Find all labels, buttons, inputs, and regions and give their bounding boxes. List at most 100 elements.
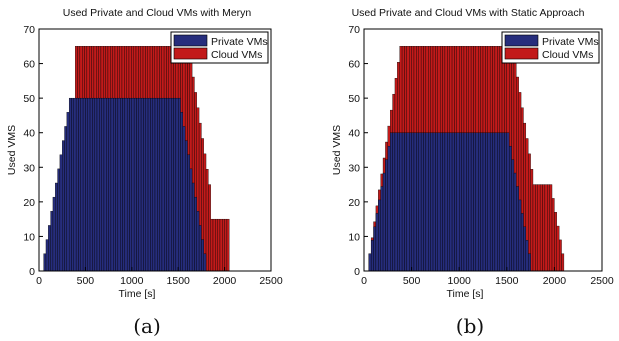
chart-a-ticks: 0 500 1000 1500 2000 2500 0 10 20 30 40 50 60 70	[23, 24, 283, 287]
y-tick-label: 40	[348, 128, 360, 140]
bar-private-vms	[368, 253, 372, 272]
bar-cloud-vms	[217, 218, 221, 272]
bar-private-vms	[456, 132, 460, 272]
bar-private-vms	[94, 97, 98, 272]
y-tick-label: 10	[348, 231, 360, 243]
bar-private-vms	[150, 97, 153, 272]
y-tick-label: 60	[348, 59, 360, 71]
bar-private-vms	[401, 132, 405, 272]
chart-a-caption: (a)	[133, 314, 161, 338]
bar-private-vms	[187, 154, 190, 272]
bar-cloud-vms	[542, 184, 546, 272]
bar-cloud-vms	[212, 218, 216, 272]
bar-private-vms	[75, 97, 79, 272]
bar-private-vms	[166, 97, 170, 272]
bar-private-vms	[418, 132, 422, 272]
y-tick-label: 60	[23, 59, 35, 71]
bar-cloud-vms	[215, 218, 218, 272]
bar-private-vms	[101, 97, 105, 272]
bar-private-vms	[447, 132, 450, 272]
bar-cloud-vms	[535, 184, 538, 272]
bar-private-vms	[499, 132, 503, 272]
bar-private-vms	[525, 240, 529, 272]
bar-private-vms	[48, 225, 51, 272]
legend-swatch	[504, 47, 539, 60]
bar-private-vms	[430, 132, 434, 272]
bar-private-vms	[64, 126, 68, 272]
bar-private-vms	[157, 97, 160, 272]
bar-cloud-vms	[222, 218, 225, 272]
y-tick-label: 10	[23, 231, 35, 243]
bar-cloud-vms	[226, 218, 230, 272]
bar-private-vms	[66, 112, 70, 272]
bar-cloud-vms	[210, 218, 214, 272]
bar-cloud-vms	[561, 253, 565, 272]
chart-a-xlabel: Time [s]	[119, 288, 156, 300]
bar-cloud-vms	[224, 218, 228, 272]
bar-private-vms	[147, 97, 151, 272]
bar-cloud-vms	[532, 184, 536, 272]
bar-private-vms	[413, 132, 417, 272]
bar-private-vms	[468, 132, 472, 272]
x-tick-label: 1000	[120, 275, 144, 287]
bar-cloud-vms	[528, 153, 531, 272]
bar-cloud-vms	[203, 153, 207, 272]
x-tick-label: 500	[403, 275, 421, 287]
bar-private-vms	[203, 253, 207, 272]
bar-private-vms	[171, 97, 174, 272]
bar-private-vms	[80, 97, 84, 272]
y-tick-label: 50	[348, 93, 360, 105]
legend-swatch	[173, 34, 208, 47]
chart-panel-b: Used Private and Cloud VMs with Static A…	[331, 7, 614, 338]
bar-private-vms	[180, 112, 184, 272]
bar-private-vms	[397, 132, 400, 272]
bar-private-vms	[428, 132, 431, 272]
legend-label: Cloud VMs	[542, 49, 593, 61]
bar-private-vms	[85, 97, 88, 272]
bar-private-vms	[133, 97, 137, 272]
bar-private-vms	[196, 211, 200, 272]
bar-private-vms	[194, 196, 197, 272]
bar-private-vms	[115, 97, 119, 272]
bar-private-vms	[528, 253, 531, 272]
legend-label: Private VMs	[211, 36, 268, 48]
bar-private-vms	[373, 226, 377, 272]
bar-private-vms	[68, 97, 72, 272]
bar-private-vms	[485, 132, 488, 272]
bar-private-vms	[504, 132, 507, 272]
bar-private-vms	[45, 239, 49, 272]
bar-private-vms	[71, 97, 74, 272]
bar-private-vms	[459, 132, 462, 272]
bar-private-vms	[117, 97, 121, 272]
bar-cloud-vms	[549, 184, 553, 272]
bar-private-vms	[382, 172, 386, 272]
bar-private-vms	[513, 172, 517, 272]
bar-private-vms	[423, 132, 427, 272]
bar-private-vms	[461, 132, 465, 272]
x-tick-label: 2000	[213, 275, 237, 287]
bar-private-vms	[113, 97, 116, 272]
bar-private-vms	[497, 132, 500, 272]
y-tick-label: 20	[23, 197, 35, 209]
bar-private-vms	[110, 97, 114, 272]
bar-private-vms	[164, 97, 167, 272]
bar-private-vms	[99, 97, 102, 272]
bar-private-vms	[387, 145, 391, 272]
bar-private-vms	[509, 145, 512, 272]
bar-private-vms	[482, 132, 486, 272]
bar-private-vms	[466, 132, 469, 272]
bar-private-vms	[55, 182, 58, 272]
bar-private-vms	[435, 132, 438, 272]
x-tick-label: 1500	[495, 275, 519, 287]
bar-cloud-vms	[551, 198, 555, 272]
bar-private-vms	[523, 226, 527, 272]
bar-cloud-vms	[544, 184, 548, 272]
x-tick-label: 0	[361, 275, 367, 287]
bar-private-vms	[57, 168, 61, 272]
bar-private-vms	[425, 132, 429, 272]
bar-cloud-vms	[554, 212, 557, 272]
bar-private-vms	[392, 132, 396, 272]
chart-a-plot-frame	[38, 28, 272, 272]
